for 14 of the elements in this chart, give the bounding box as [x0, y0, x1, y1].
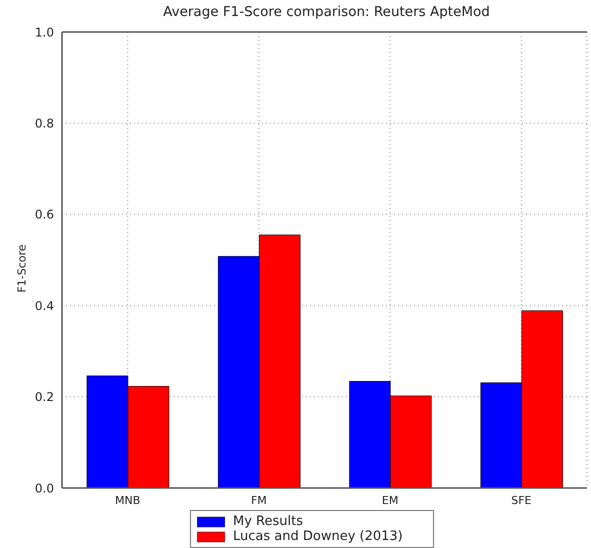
y-tick-label: 0.8: [34, 116, 54, 130]
y-tick-label: 1.0: [34, 25, 54, 40]
chart-title: Average F1-Score comparison: Reuters ApteMod: [162, 4, 491, 20]
y-tick-label: 0.4: [34, 298, 54, 313]
x-tick-label: EM: [382, 494, 398, 507]
x-tick-label: FM: [250, 494, 267, 507]
y-axis-title: F1-Score: [16, 243, 28, 295]
legend-label: Lucas and Downey (2013): [233, 529, 403, 544]
x-tick-label: SFE: [511, 494, 532, 507]
legend-label: My Results: [233, 514, 303, 529]
y-tick-label: 0.6: [34, 208, 54, 222]
y-tick-label: 0.0: [34, 481, 54, 496]
y-tick-label: 0.2: [34, 390, 54, 404]
x-tick-label: MNB: [114, 494, 140, 507]
